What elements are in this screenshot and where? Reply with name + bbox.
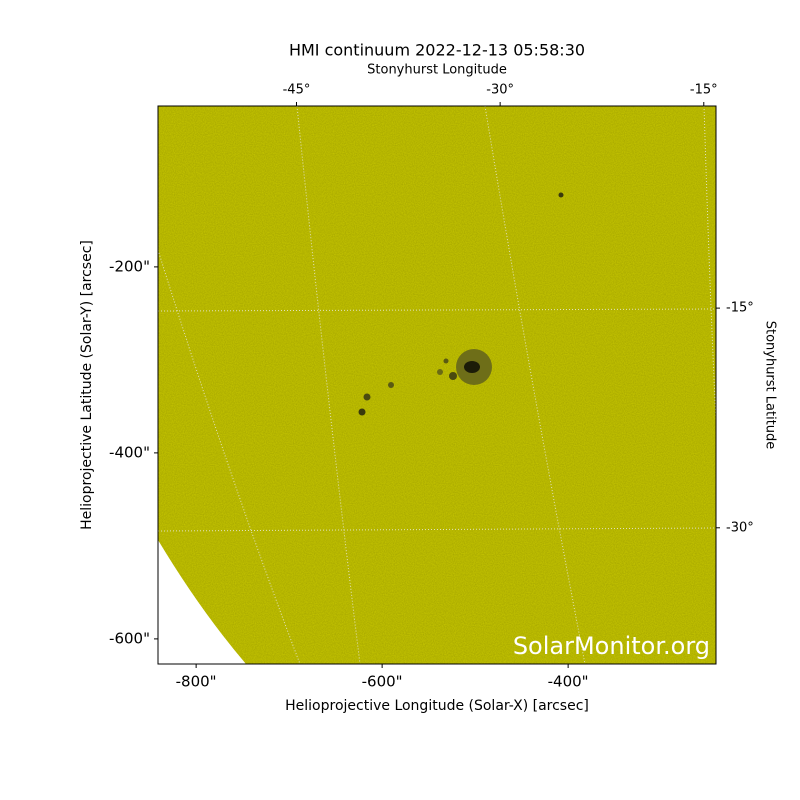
y-label: Helioprojective Latitude (Solar-Y) [arcs… (79, 240, 95, 530)
y-tick-label: -600" (109, 629, 150, 647)
chart-title: HMI continuum 2022-12-13 05:58:30 (289, 41, 585, 60)
x-label: Helioprojective Longitude (Solar-X) [arc… (285, 698, 589, 714)
y2-tick-label: -15° (726, 301, 754, 316)
x-tick-label: -800" (176, 673, 217, 691)
x-tick-label: -600" (362, 673, 403, 691)
sunspot (443, 358, 449, 364)
lon-grid (484, 105, 586, 665)
sunspot (363, 393, 371, 401)
x2-tick-label: -45° (283, 83, 311, 98)
frame (157, 105, 717, 665)
lat-grid (157, 527, 717, 532)
x2-tick-label: -30° (486, 83, 514, 98)
y2-tick-label: -30° (726, 520, 754, 535)
y-tick-label: -200" (109, 257, 150, 275)
lon-grid (703, 105, 717, 421)
off-disk (158, 540, 246, 664)
watermark: SolarMonitor.org (513, 632, 710, 660)
sunspot (449, 372, 457, 380)
x2-tick-label: -15° (690, 83, 718, 98)
y2-label: Stonyhurst Latitude (763, 321, 778, 450)
sunspot (558, 192, 564, 198)
sunspot (437, 369, 443, 375)
solar-image (157, 105, 717, 665)
lat-grid (157, 308, 717, 312)
image-texture (158, 106, 716, 664)
sunspot-umbra (464, 361, 480, 373)
y-tick-label: -400" (109, 443, 150, 461)
sunspot (388, 382, 394, 388)
sunspot (358, 408, 366, 416)
x-tick-label: -400" (548, 673, 589, 691)
x2-label: Stonyhurst Longitude (367, 63, 507, 78)
